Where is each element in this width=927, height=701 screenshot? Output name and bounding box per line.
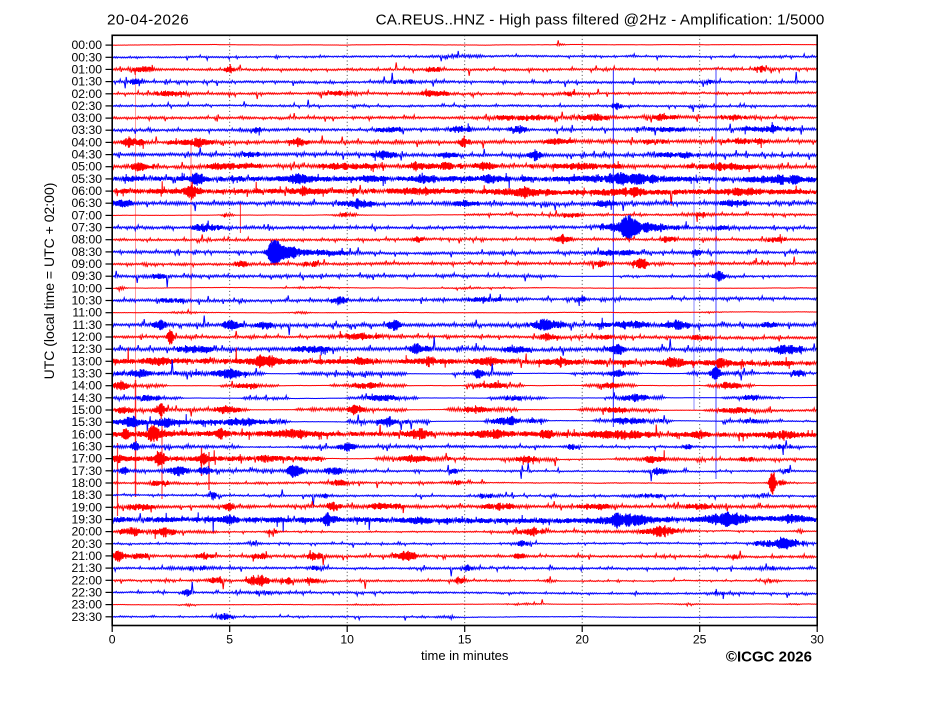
svg-text:UTC (local time = UTC + 02:00): UTC (local time = UTC + 02:00) [41, 183, 57, 380]
svg-text:12:00: 12:00 [72, 330, 103, 344]
svg-text:08:30: 08:30 [72, 245, 103, 259]
svg-text:07:00: 07:00 [72, 208, 103, 222]
svg-text:05:30: 05:30 [72, 172, 103, 186]
svg-text:19:00: 19:00 [72, 500, 103, 514]
svg-text:15:00: 15:00 [72, 403, 103, 417]
svg-text:0: 0 [109, 633, 116, 647]
svg-text:23:30: 23:30 [72, 610, 103, 624]
svg-text:07:30: 07:30 [72, 221, 103, 235]
svg-text:21:00: 21:00 [72, 549, 103, 563]
svg-text:00:00: 00:00 [72, 38, 103, 52]
svg-text:03:00: 03:00 [72, 111, 103, 125]
svg-text:13:00: 13:00 [72, 354, 103, 368]
svg-text:19:30: 19:30 [72, 513, 103, 527]
svg-text:12:30: 12:30 [72, 342, 103, 356]
svg-text:17:30: 17:30 [72, 464, 103, 478]
svg-text:10:30: 10:30 [72, 294, 103, 308]
svg-text:22:00: 22:00 [72, 573, 103, 587]
svg-text:15:30: 15:30 [72, 415, 103, 429]
svg-text:10: 10 [340, 633, 354, 647]
svg-text:06:30: 06:30 [72, 196, 103, 210]
svg-text:03:30: 03:30 [72, 123, 103, 137]
svg-text:02:00: 02:00 [72, 87, 103, 101]
svg-text:18:30: 18:30 [72, 488, 103, 502]
svg-text:5: 5 [226, 633, 233, 647]
svg-text:13:30: 13:30 [72, 367, 103, 381]
svg-text:04:30: 04:30 [72, 148, 103, 162]
svg-text:04:00: 04:00 [72, 135, 103, 149]
svg-text:17:00: 17:00 [72, 452, 103, 466]
svg-text:01:00: 01:00 [72, 62, 103, 76]
svg-text:20:30: 20:30 [72, 537, 103, 551]
svg-text:30: 30 [810, 633, 824, 647]
svg-text:08:00: 08:00 [72, 233, 103, 247]
svg-text:16:00: 16:00 [72, 427, 103, 441]
svg-text:©ICGC 2026: ©ICGC 2026 [726, 649, 812, 666]
svg-text:20:00: 20:00 [72, 525, 103, 539]
svg-text:01:30: 01:30 [72, 75, 103, 89]
svg-text:time in minutes: time in minutes [421, 648, 509, 663]
svg-text:00:30: 00:30 [72, 50, 103, 64]
svg-text:02:30: 02:30 [72, 99, 103, 113]
svg-text:18:00: 18:00 [72, 476, 103, 490]
svg-text:20: 20 [575, 633, 589, 647]
svg-text:16:30: 16:30 [72, 440, 103, 454]
svg-text:25: 25 [693, 633, 707, 647]
svg-text:CA.REUS..HNZ - High pass filte: CA.REUS..HNZ - High pass filtered @2Hz -… [376, 12, 825, 29]
svg-text:05:00: 05:00 [72, 160, 103, 174]
svg-text:06:00: 06:00 [72, 184, 103, 198]
svg-text:11:30: 11:30 [72, 318, 102, 332]
svg-text:22:30: 22:30 [72, 585, 103, 599]
svg-text:20-04-2026: 20-04-2026 [107, 12, 189, 29]
svg-text:23:00: 23:00 [72, 598, 103, 612]
svg-text:11:00: 11:00 [72, 306, 102, 320]
svg-text:10:00: 10:00 [72, 281, 103, 295]
svg-text:21:30: 21:30 [72, 561, 103, 575]
svg-text:09:30: 09:30 [72, 269, 103, 283]
svg-text:15: 15 [458, 633, 472, 647]
svg-text:14:30: 14:30 [72, 391, 103, 405]
svg-text:14:00: 14:00 [72, 379, 103, 393]
svg-text:09:00: 09:00 [72, 257, 103, 271]
